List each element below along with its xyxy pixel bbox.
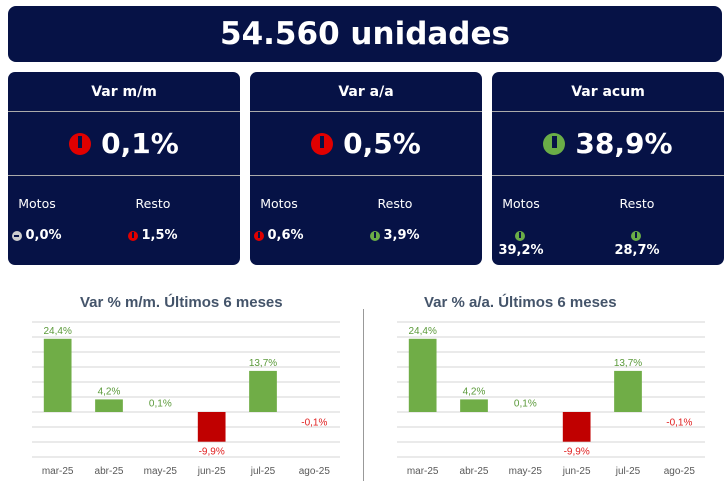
resto-label: Resto	[135, 196, 171, 211]
card-main-value: 38,9%	[492, 112, 724, 176]
arrow-side-icon	[12, 230, 23, 241]
card-title: Var acum	[492, 72, 724, 112]
bar-abr-25	[95, 399, 123, 412]
data-label: 0,1%	[514, 399, 537, 410]
total-units: 54.560 unidades	[220, 16, 510, 52]
bar-jun-25	[197, 412, 226, 442]
motos-value: 0,0%	[25, 228, 62, 243]
resto-value: 3,9%	[383, 228, 420, 243]
x-tick-label: abr-25	[460, 466, 489, 477]
data-label: 24,4%	[43, 326, 71, 337]
card-title: Var m/m	[8, 72, 240, 112]
data-label: -0,1%	[666, 417, 692, 428]
motos-label: Motos	[502, 196, 540, 211]
card-var-mm: Var m/m 0,1% Motos 0,0% Resto 1,5%	[8, 72, 240, 265]
motos-value: 39,2%	[498, 243, 544, 258]
arrow-down-icon	[311, 132, 334, 155]
x-tick-label: mar-25	[407, 466, 439, 477]
resto-value: 1,5%	[141, 228, 178, 243]
card-value: 0,5%	[343, 127, 421, 160]
data-label: -9,9%	[564, 447, 590, 458]
data-label: 4,2%	[98, 386, 121, 397]
data-label: -0,1%	[301, 417, 327, 428]
x-tick-label: jul-25	[250, 466, 276, 477]
card-title-text: Var m/m	[91, 83, 157, 100]
bar-mar-25	[408, 338, 437, 412]
chart-aa: 24,4% mar-25 4,2% abr-25 0,1% may-25 -9,9% jun-…	[397, 321, 705, 477]
card-main-value: 0,5%	[250, 112, 482, 176]
x-tick-label: may-25	[144, 466, 178, 477]
arrow-down-icon	[128, 230, 139, 241]
x-tick-label: abr-25	[95, 466, 124, 477]
x-tick-label: jun-25	[562, 466, 591, 477]
bar-mar-25	[43, 338, 72, 412]
bar-jun-25	[562, 412, 591, 442]
card-value: 38,9%	[575, 127, 673, 160]
data-label: 13,7%	[249, 358, 277, 369]
arrow-up-icon	[514, 230, 525, 241]
card-value: 0,1%	[101, 127, 179, 160]
card-title: Var a/a	[250, 72, 482, 112]
arrow-down-icon	[254, 230, 265, 241]
total-units-banner: 54.560 unidades	[8, 6, 722, 62]
chart-title-mm: Var % m/m. Últimos 6 meses	[80, 294, 283, 311]
resto-value: 28,7%	[614, 243, 660, 258]
motos-label: Motos	[18, 196, 56, 211]
data-label: 13,7%	[614, 358, 642, 369]
card-title-text: Var acum	[571, 83, 645, 100]
arrow-up-icon	[543, 132, 566, 155]
chart-mm: 24,4% mar-25 4,2% abr-25 0,1% may-25 -9,9% jun-…	[32, 321, 340, 477]
bar-jul-25	[249, 370, 277, 412]
card-title-text: Var a/a	[338, 83, 394, 100]
x-tick-label: ago-25	[664, 466, 696, 477]
bar-jul-25	[614, 370, 642, 412]
x-tick-label: jul-25	[615, 466, 641, 477]
data-label: 0,1%	[149, 399, 172, 410]
card-var-aa: Var a/a 0,5% Motos 0,6% Resto 3,9%	[250, 72, 482, 265]
data-label: 24,4%	[408, 326, 436, 337]
card-main-value: 0,1%	[8, 112, 240, 176]
data-label: 4,2%	[463, 386, 486, 397]
arrow-down-icon	[69, 132, 92, 155]
motos-label: Motos	[260, 196, 298, 211]
data-label: -9,9%	[199, 447, 225, 458]
x-tick-label: jun-25	[197, 466, 226, 477]
bar-abr-25	[460, 399, 488, 412]
x-tick-label: ago-25	[299, 466, 331, 477]
motos-value: 0,6%	[267, 228, 304, 243]
card-var-acum: Var acum 38,9% Motos 39,2% Resto 28,7%	[492, 72, 724, 265]
x-tick-label: may-25	[509, 466, 543, 477]
resto-label: Resto	[619, 196, 655, 211]
arrow-up-icon	[370, 230, 381, 241]
chart-title-aa: Var % a/a. Últimos 6 meses	[424, 294, 617, 311]
x-tick-label: mar-25	[42, 466, 74, 477]
arrow-up-icon	[630, 230, 641, 241]
chart-divider	[363, 309, 364, 481]
resto-label: Resto	[377, 196, 413, 211]
